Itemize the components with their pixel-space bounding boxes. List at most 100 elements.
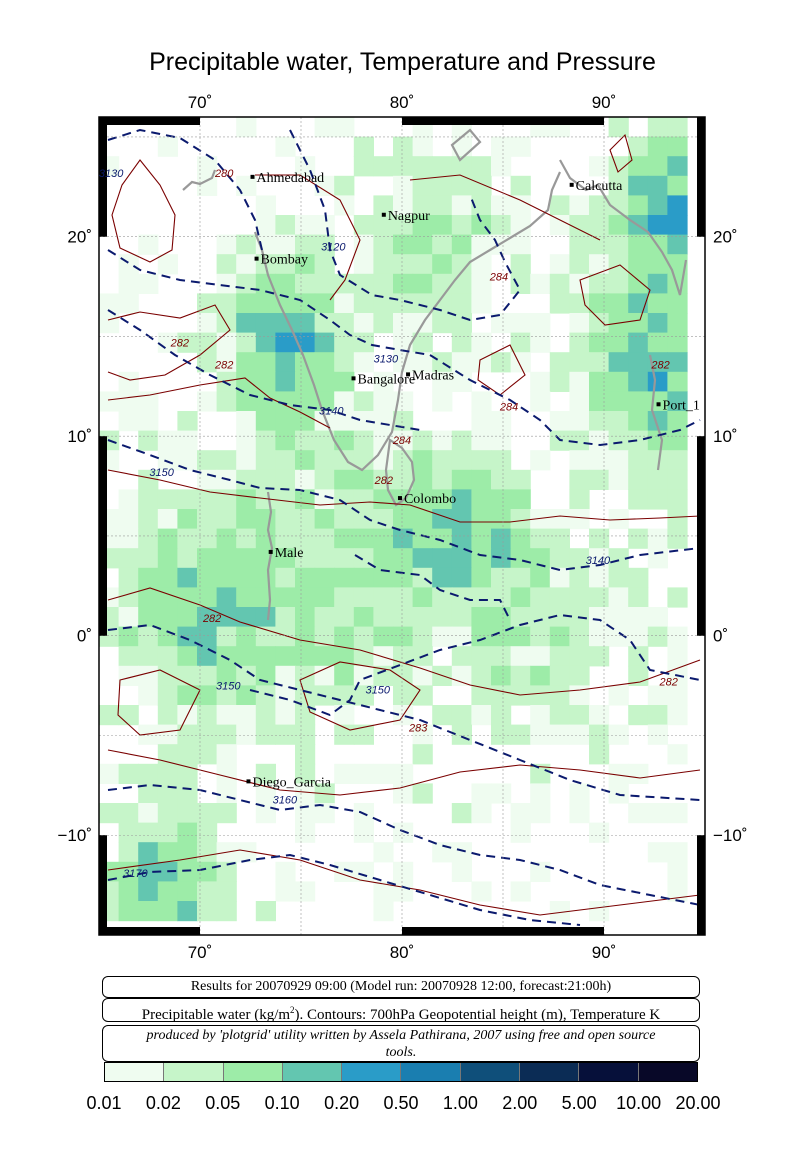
results-info-box: Results for 20070929 09:00 (Model run: 2… (102, 976, 700, 998)
pw-cell (138, 763, 159, 784)
pw-cell (491, 567, 512, 588)
map-panel[interactable]: 70˚ 70˚ 80˚ 80˚ 90˚ 90˚ 20˚ 20˚ 10˚ 10˚ 0˚ 0˚ −10˚ −1… (0, 0, 805, 975)
pw-cell (412, 607, 433, 628)
pw-cell (236, 430, 257, 451)
pw-cell (412, 430, 433, 451)
pw-cell (314, 509, 335, 530)
pw-cell (295, 509, 316, 530)
pw-cell (236, 665, 257, 686)
pw-cell (138, 646, 159, 667)
pw-cell (530, 548, 551, 569)
pw-cell (667, 156, 688, 177)
pw-cell (608, 587, 629, 608)
pw-cell (549, 528, 570, 549)
pw-cell (236, 117, 257, 138)
city-marker: Calcutta (569, 179, 623, 194)
pw-cell (608, 450, 629, 471)
pw-cell (608, 117, 629, 138)
pw-cell (432, 195, 453, 216)
pw-cell (432, 705, 453, 726)
city-dot (381, 212, 386, 217)
pw-cell (569, 724, 590, 745)
pw-cell (647, 548, 668, 569)
pw-cell (510, 587, 531, 608)
colorbar-label: 0.50 (383, 1093, 419, 1113)
pw-cell (216, 861, 237, 882)
pw-cell (255, 567, 276, 588)
pw-cell (549, 273, 570, 294)
pw-cell (491, 195, 512, 216)
pw-cell (647, 175, 668, 196)
pw-cell (216, 665, 237, 686)
pw-cell (353, 391, 374, 412)
pw-cell (549, 567, 570, 588)
pw-cell (373, 567, 394, 588)
pw-cell (393, 528, 414, 549)
pw-cell (295, 254, 316, 275)
pw-cell (216, 881, 237, 902)
pw-cell (451, 842, 472, 863)
pw-cell (236, 234, 257, 255)
pw-cell (197, 842, 218, 863)
pw-cell (236, 352, 257, 373)
pw-cell (177, 411, 198, 432)
pw-cell (138, 548, 159, 569)
pw-cell (530, 724, 551, 745)
pw-cell (412, 567, 433, 588)
pw-cell (216, 567, 237, 588)
frame-bar-left (99, 117, 107, 237)
city-dot (406, 372, 411, 377)
pw-cell (569, 293, 590, 314)
pw-cell (667, 842, 688, 863)
pw-cell (628, 528, 649, 549)
frame-bar-left (99, 436, 107, 636)
pw-cell (589, 293, 610, 314)
pw-cell (412, 156, 433, 177)
pw-cell (157, 724, 178, 745)
pw-cell (549, 607, 570, 628)
pw-cell (589, 705, 610, 726)
pw-cell (471, 646, 492, 667)
pw-cell (510, 234, 531, 255)
pw-cell (177, 646, 198, 667)
pw-cell (451, 332, 472, 353)
legend-superscript: 2 (290, 1005, 295, 1015)
pw-cell (197, 607, 218, 628)
contour-label: 282 (650, 359, 669, 371)
pw-cell (549, 724, 570, 745)
colorbar-label: 0.01 (86, 1093, 122, 1113)
pw-cell (353, 607, 374, 628)
pw-cell (118, 881, 139, 902)
pw-cell (608, 763, 629, 784)
pw-cell (275, 509, 296, 530)
pw-cell (608, 332, 629, 353)
pw-cell (353, 528, 374, 549)
pw-cell (510, 254, 531, 275)
pw-cell (373, 489, 394, 510)
pw-cell (197, 587, 218, 608)
colorbar-label: 2.00 (502, 1093, 538, 1113)
pw-cell (314, 646, 335, 667)
pw-cell (451, 528, 472, 549)
pw-cell (510, 352, 531, 373)
pw-cell (589, 607, 610, 628)
pw-cell (353, 430, 374, 451)
pw-cell (471, 234, 492, 255)
city-marker: Colombo (397, 492, 456, 507)
pw-cell (157, 587, 178, 608)
pw-cell (451, 195, 472, 216)
pw-cell (275, 567, 296, 588)
lon-tick-label-bottom: 90˚ (592, 943, 617, 962)
pw-cell (471, 293, 492, 314)
pw-cell (667, 234, 688, 255)
pw-cell (628, 195, 649, 216)
pw-cell (608, 685, 629, 706)
pw-cell (275, 371, 296, 392)
contour-label: 282 (214, 359, 233, 371)
pw-cell (569, 332, 590, 353)
graticule (99, 117, 705, 935)
pw-cell (412, 293, 433, 314)
pw-cell (451, 136, 472, 157)
pw-cell (216, 273, 237, 294)
pw-cell (295, 313, 316, 334)
